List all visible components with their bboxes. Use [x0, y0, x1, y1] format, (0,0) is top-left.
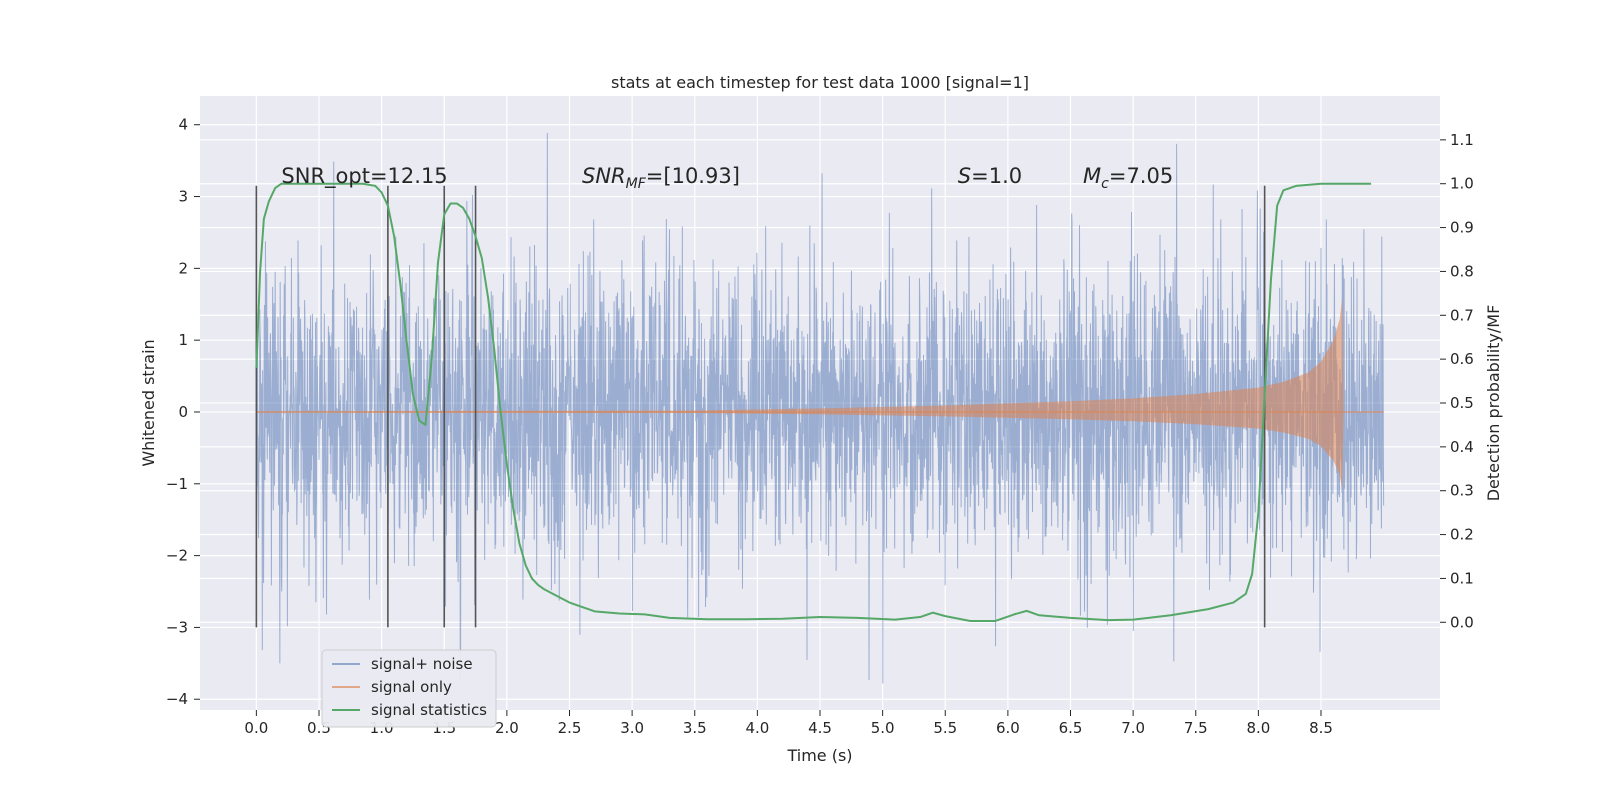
x-axis-label: Time (s): [786, 746, 852, 765]
annotation-snr-mf-sub: MF: [626, 176, 647, 192]
y-tick-label: −1: [166, 475, 188, 493]
x-tick-label: 2.0: [495, 719, 519, 737]
y-tick-label: 4: [178, 116, 188, 134]
y-tick-label: 0: [178, 403, 188, 421]
x-tick-label: 8.0: [1246, 719, 1270, 737]
x-tick-label: 0.0: [244, 719, 268, 737]
annotation-s: S=1.0: [958, 164, 1022, 188]
legend-label-signal-only: signal only: [371, 678, 452, 696]
x-tick-label: 7.5: [1184, 719, 1208, 737]
y2-axis-label: Detection probability/MF: [1484, 305, 1503, 502]
y-tick-label: −2: [166, 547, 188, 565]
y-axis-label: Whitened strain: [139, 339, 158, 466]
x-tick-label: 4.0: [745, 719, 769, 737]
y2-tick-label: 1.1: [1450, 131, 1474, 149]
y2-tick-label: 0.0: [1450, 613, 1474, 631]
annotation-snr-mf: SNRMF=[10.93]: [582, 164, 740, 192]
y-tick-label: −4: [166, 690, 188, 708]
data-layer: [255, 132, 1385, 684]
y-tick-label: 2: [178, 259, 188, 277]
annotation-s-rest: =1.0: [971, 164, 1022, 188]
y2-tick-label: 0.8: [1450, 262, 1474, 280]
y-tick-label: 3: [178, 188, 188, 206]
y2-tick-label: 0.2: [1450, 526, 1474, 544]
x-tick-label: 6.0: [996, 719, 1020, 737]
annotation-s-main: S: [958, 164, 971, 188]
chart-title: stats at each timestep for test data 100…: [611, 73, 1029, 92]
annotation-mc-main: M: [1083, 164, 1101, 188]
annotation-mc-sub: c: [1101, 176, 1109, 192]
x-tick-label: 8.5: [1309, 719, 1333, 737]
y2-tick-label: 0.5: [1450, 394, 1474, 412]
legend-label-signal-noise: signal+ noise: [371, 655, 473, 673]
y2-tick-label: 1.0: [1450, 175, 1474, 193]
annotation-mc-rest: =7.05: [1109, 164, 1173, 188]
annotation-snr-mf-main: SNR: [582, 164, 626, 188]
x-tick-label: 2.5: [558, 719, 582, 737]
y2-tick-label: 0.9: [1450, 219, 1474, 237]
legend-box: [321, 649, 497, 728]
y-tick-label: 1: [178, 331, 188, 349]
series-signal-statistics-line: [255, 182, 1372, 622]
x-tick-label: 4.5: [808, 719, 832, 737]
y2-tick-label: 0.6: [1450, 350, 1474, 368]
x-tick-label: 3.0: [620, 719, 644, 737]
annotation-mc: Mc=7.05: [1083, 164, 1173, 192]
y-tick-label: −3: [166, 618, 188, 636]
x-tick-label: 5.5: [933, 719, 957, 737]
y2-tick-label: 0.3: [1450, 482, 1474, 500]
annotation-layer: SNR_opt=12.15 SNRMF=[10.93] S=1.0 Mc=7.0…: [281, 164, 1173, 192]
legend-label-signal-statistics: signal statistics: [371, 701, 487, 719]
x-tick-label: 3.5: [683, 719, 707, 737]
y2-tick-label: 0.1: [1450, 569, 1474, 587]
legend: signal+ noise signal only signal statist…: [321, 649, 497, 728]
x-tick-label: 6.5: [1059, 719, 1083, 737]
x-tick-label: 5.0: [871, 719, 895, 737]
annotation-snr-mf-rest: =[10.93]: [646, 164, 740, 188]
annotation-snr-opt: SNR_opt=12.15: [281, 164, 447, 189]
x-tick-label: 7.0: [1121, 719, 1145, 737]
y2-tick-label: 0.7: [1450, 306, 1474, 324]
y2-tick-label: 0.4: [1450, 438, 1474, 456]
